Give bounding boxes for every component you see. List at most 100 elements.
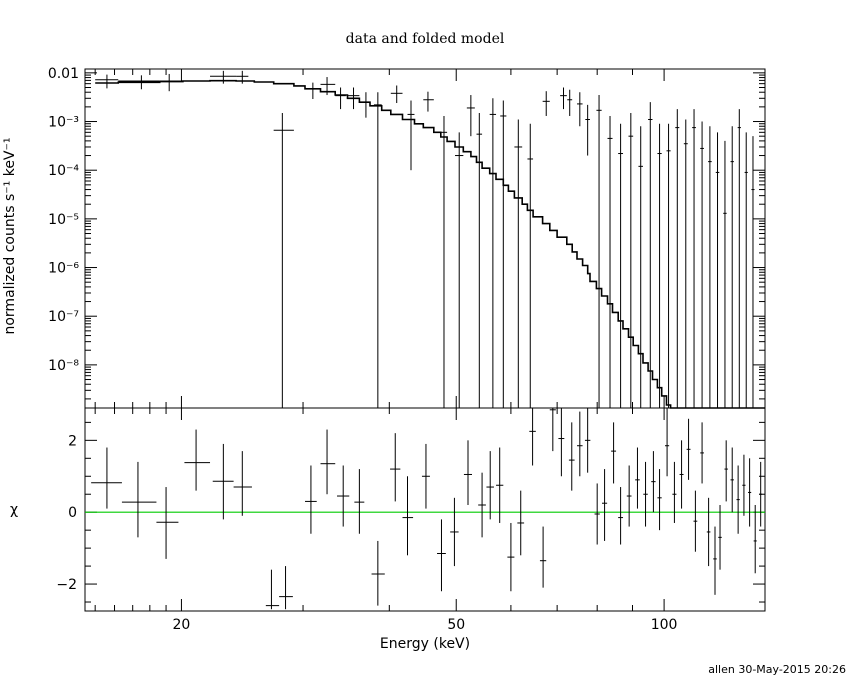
data-point — [305, 82, 321, 100]
data-point — [596, 95, 602, 408]
residual-point — [156, 487, 179, 559]
residual-point — [390, 433, 401, 502]
data-point — [335, 87, 346, 110]
residual-point — [724, 440, 728, 502]
residual-point — [718, 505, 722, 570]
ytick-label: 0.01 — [48, 66, 79, 82]
top-panel: 0.01 10⁻³ 10⁻⁴ 10⁻⁵ 10⁻⁶ 10⁻⁷ 10⁻⁸ — [48, 66, 765, 409]
data-point — [730, 126, 734, 408]
data-point — [118, 75, 160, 90]
residual-point — [706, 497, 711, 567]
residual-point — [507, 522, 515, 592]
chart-title: data and folded model — [346, 31, 505, 47]
data-point — [585, 104, 590, 156]
residual-point — [320, 429, 336, 495]
residual-point — [371, 540, 385, 606]
residual-point — [742, 454, 746, 516]
residual-point — [529, 408, 536, 466]
residual-point — [686, 418, 691, 480]
data-point — [210, 70, 237, 84]
residual-point — [753, 505, 757, 574]
residual-point — [730, 447, 734, 513]
ytick-label: 10⁻⁵ — [48, 212, 79, 228]
data-point — [567, 89, 573, 116]
y-axis-label-residual: χ — [10, 502, 18, 518]
residual-point — [643, 461, 648, 527]
xtick-label: 100 — [651, 617, 678, 633]
data-point — [560, 87, 567, 110]
residual-point — [450, 497, 459, 567]
model-step-line — [95, 79, 765, 409]
data-point — [723, 140, 727, 408]
residual-point — [679, 440, 684, 509]
y-axis-label-top: normalized counts s⁻¹ keV⁻¹ — [2, 137, 18, 334]
data-point — [236, 70, 249, 84]
residual-point — [212, 443, 234, 520]
data-point — [95, 74, 119, 89]
data-point — [347, 87, 360, 110]
data-point — [455, 132, 464, 408]
data-point — [159, 73, 183, 92]
residual-point — [184, 429, 211, 491]
data-point — [514, 119, 523, 408]
data-point — [273, 112, 294, 408]
residual-point — [463, 440, 472, 506]
residual-point — [759, 461, 763, 527]
residual-point — [402, 476, 414, 556]
data-point — [683, 119, 688, 408]
data-point — [692, 109, 696, 408]
residual-point — [421, 443, 430, 509]
residual-point — [279, 566, 293, 610]
residual-point — [478, 472, 486, 538]
res-ytick-label: −2 — [56, 577, 77, 593]
data-point — [500, 100, 507, 408]
residual-point — [577, 411, 583, 477]
residual-point — [700, 422, 704, 484]
data-point — [407, 100, 415, 171]
residual-point — [611, 422, 617, 484]
res-ytick-label: 2 — [68, 433, 77, 449]
ytick-label: 10⁻⁴ — [48, 163, 79, 179]
data-point — [744, 132, 748, 408]
residual-point — [594, 483, 600, 545]
data-point — [466, 95, 475, 137]
data-point — [666, 123, 671, 408]
data-point — [675, 109, 680, 408]
residual-point — [265, 569, 280, 610]
residual-point — [549, 408, 556, 452]
residual-point — [713, 526, 717, 595]
bottom-panel-frame — [84, 407, 766, 612]
data-point — [737, 109, 741, 408]
residual-point — [672, 461, 677, 523]
residual-point — [539, 526, 547, 588]
top-panel-frame — [84, 68, 766, 409]
ytick-label: 10⁻⁶ — [48, 261, 79, 277]
residual-point — [626, 465, 632, 527]
data-point — [361, 92, 370, 118]
data-point — [648, 102, 653, 408]
data-point — [423, 91, 434, 112]
data-point — [618, 123, 624, 408]
data-point — [751, 136, 755, 408]
residual-point — [693, 490, 698, 552]
residual-point — [635, 447, 640, 509]
data-point — [708, 126, 712, 408]
ytick-label: 10⁻⁷ — [48, 309, 79, 325]
residual-point — [584, 408, 591, 473]
data-point — [489, 98, 497, 408]
residual-point — [496, 447, 504, 523]
residual-point — [558, 408, 565, 477]
residual-point — [748, 458, 752, 527]
residual-point — [91, 447, 122, 509]
residual-point — [736, 465, 740, 534]
residual-point — [568, 422, 575, 491]
data-point — [527, 123, 534, 408]
data-point — [373, 92, 382, 408]
data-point — [577, 92, 583, 127]
residual-point — [305, 465, 317, 534]
data-point — [715, 132, 720, 408]
residual-point — [337, 465, 350, 527]
residual-point — [486, 451, 494, 520]
data-point — [700, 121, 704, 408]
